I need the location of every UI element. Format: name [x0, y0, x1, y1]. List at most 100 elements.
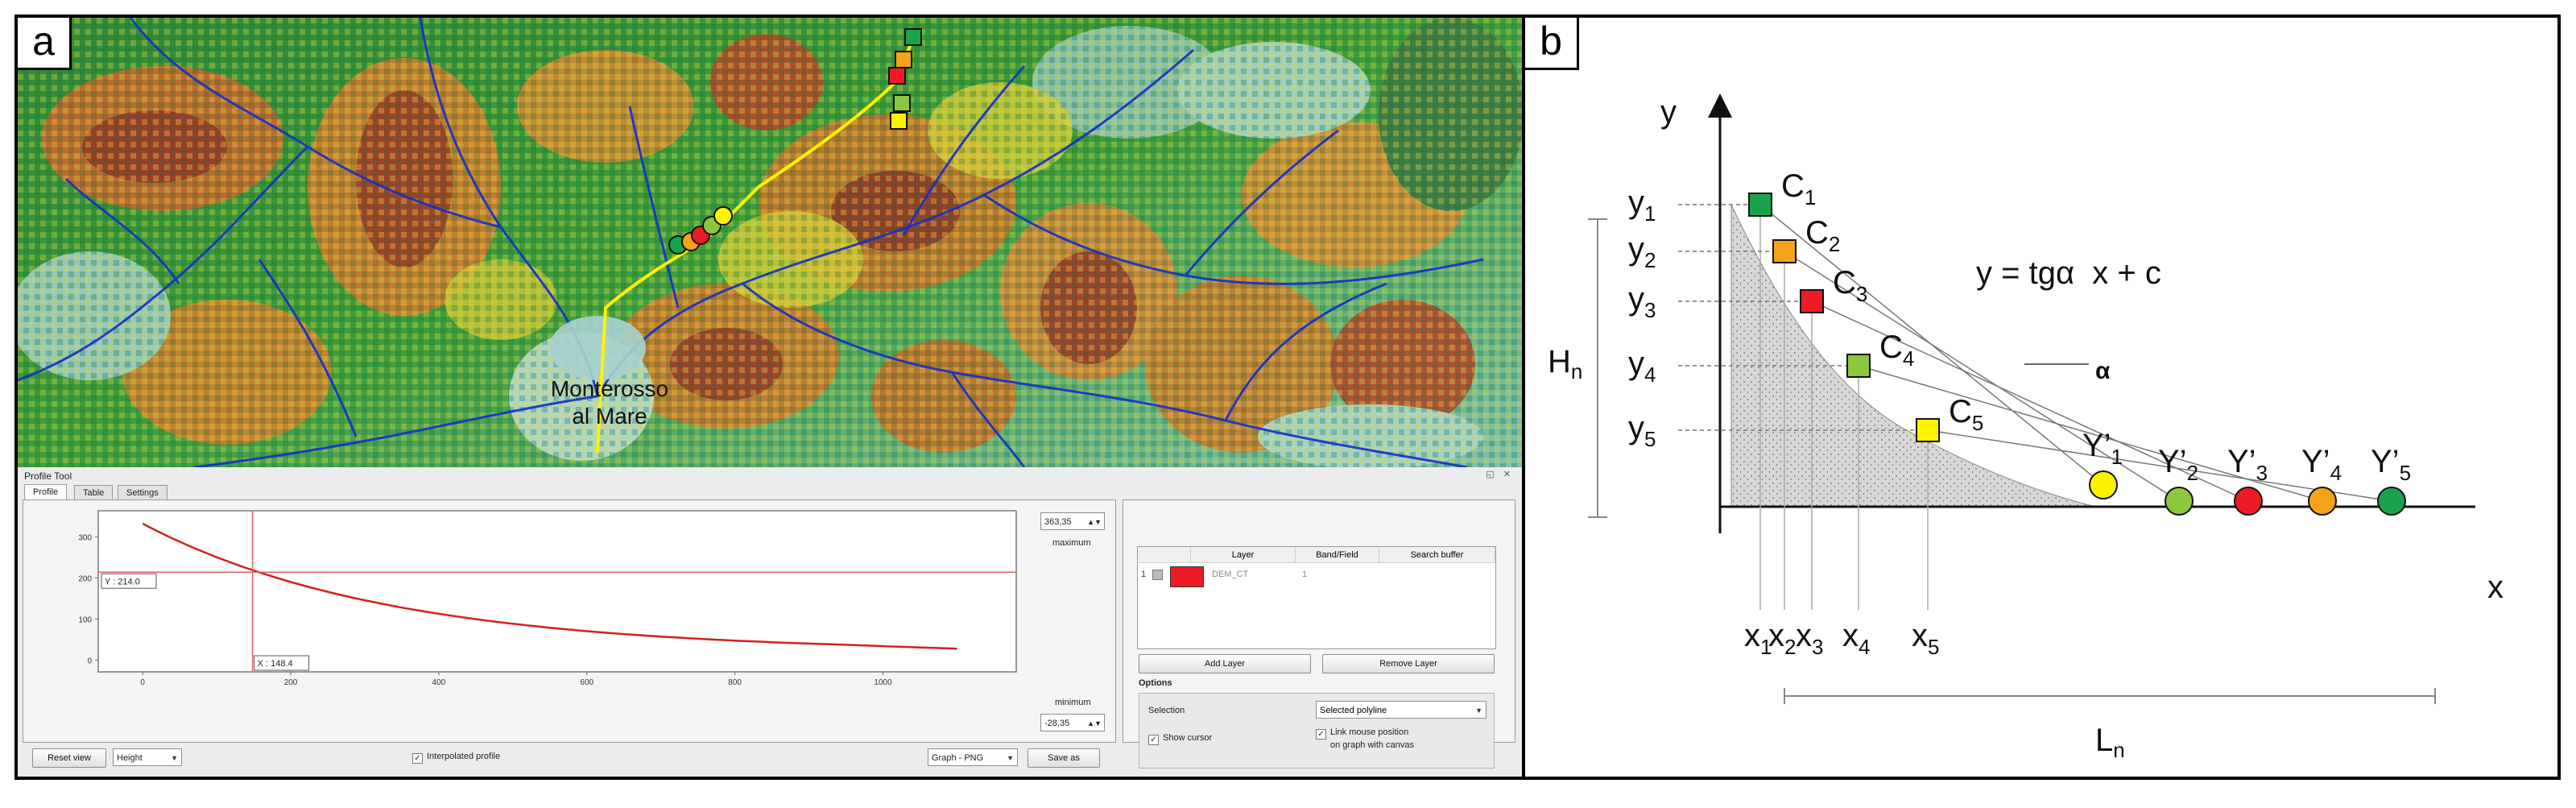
map-markers: [668, 28, 922, 255]
graph-x-ticks: 0 200 400 600 800 1000: [140, 672, 892, 687]
row-index: 1: [1141, 570, 1147, 579]
interpolated-profile-label: Interpolated profile: [427, 752, 501, 761]
terrain-map[interactable]: Monterosso al Mare: [18, 18, 1522, 467]
tab-settings[interactable]: Settings: [118, 485, 167, 500]
link-mouse-checkbox[interactable]: ✓ Link mouse position on graph with canvas: [1316, 727, 1414, 751]
x-label: x2: [1768, 618, 1796, 659]
source-marker-square: [895, 51, 912, 68]
y-min-value: -28,35: [1044, 719, 1070, 728]
height-combo-value: Height: [117, 753, 143, 763]
x-axis-label: x: [2487, 570, 2504, 605]
y-label: y3: [1628, 281, 1656, 322]
graph-format-combo[interactable]: Graph - PNG ▼: [928, 748, 1018, 766]
link-mouse-label-line1: Link mouse position: [1330, 727, 1409, 737]
travel-angle-line: [1784, 251, 2180, 502]
c-label: C5: [1949, 394, 1983, 435]
runout-marker-circle: [713, 206, 733, 226]
save-as-button[interactable]: Save as: [1028, 748, 1100, 768]
layers-table[interactable]: Layer Band/Field Search buffer 1 DEM_CT …: [1137, 546, 1496, 649]
equation-label: y = tgα x + c: [1976, 255, 2161, 291]
y-max-value: 363,35: [1044, 517, 1072, 527]
runout-point-circle: [2165, 487, 2194, 516]
layers-column-layer: Layer: [1191, 547, 1296, 563]
row-visibility-checkbox[interactable]: [1152, 570, 1163, 580]
y-min-caption: minimum: [1055, 698, 1091, 707]
add-layer-button[interactable]: Add Layer: [1139, 654, 1311, 673]
table-row[interactable]: 1 DEM_CT 1: [1138, 563, 1495, 587]
diagram-points: C1 y1 x1 C2 y2 x2 C3 y3 x3 C4 y4 x4 C5 y5 x5 Y’1 Y’2 Y’3 Y…: [1628, 168, 2411, 659]
x-label: x4: [1842, 618, 1870, 659]
y-prime-label: Y’1: [2082, 428, 2123, 469]
layers-table-header-blank: [1138, 547, 1191, 563]
cursor-y-label: Y : 214.0: [105, 577, 140, 586]
source-cell-square: [1800, 289, 1824, 313]
profile-tool-window: Profile Tool ◱ ✕ Profile Table Settings …: [18, 467, 1522, 777]
y-label: y1: [1628, 184, 1656, 226]
cursor-y-box: Y : 214.0: [101, 573, 157, 589]
graph-plot-area: [97, 510, 1017, 673]
x-tick-label: 400: [432, 678, 446, 687]
layer-name: DEM_CT: [1212, 570, 1249, 579]
show-cursor-checkbox[interactable]: ✓ Show cursor: [1148, 733, 1212, 745]
ln-label: Ln: [2095, 723, 2125, 762]
show-cursor-label: Show cursor: [1163, 733, 1213, 743]
y-tick-label: 0: [87, 657, 92, 666]
layers-column-buffer: Search buffer: [1379, 547, 1495, 563]
runout-point-circle: [2234, 487, 2263, 516]
y-label: y5: [1628, 410, 1656, 451]
panel-a-label: a: [18, 18, 72, 70]
town-area: [549, 316, 646, 380]
graph-format-value: Graph - PNG: [932, 753, 984, 763]
source-marker-square: [893, 94, 911, 112]
remove-layer-button[interactable]: Remove Layer: [1322, 654, 1495, 673]
layer-color-swatch[interactable]: [1170, 566, 1204, 587]
y-prime-label: Y’5: [2371, 444, 2411, 485]
x-tick-label: 1000: [874, 678, 892, 687]
slope-area: [1730, 204, 2096, 508]
cursor-x-box: X : 148.4: [254, 655, 310, 671]
hn-dimension: [1588, 218, 1607, 518]
checkbox-checked-icon: ✓: [1148, 735, 1159, 745]
y-tick-label: 300: [78, 533, 92, 542]
x-tick-label: 600: [580, 678, 593, 687]
runout-point-circle: [2308, 487, 2337, 516]
c-label: C4: [1879, 329, 1914, 371]
source-marker-square: [904, 28, 922, 46]
height-combo[interactable]: Height ▼: [113, 748, 182, 766]
runout-point-circle: [2377, 487, 2406, 516]
x-tick-label: 200: [284, 678, 298, 687]
tab-table[interactable]: Table: [74, 485, 114, 500]
layers-column-band: Band/Field: [1296, 547, 1379, 563]
selection-combo[interactable]: Selected polyline ▼: [1316, 701, 1486, 719]
elevation-profile-line: [142, 522, 957, 650]
source-cell-square: [1748, 193, 1772, 217]
ln-dimension: [1784, 688, 2436, 704]
selection-value: Selected polyline: [1320, 706, 1387, 715]
source-marker-square: [890, 112, 908, 130]
hn-label: Hn: [1548, 344, 1582, 383]
runout-point-circle: [2089, 470, 2118, 499]
y-prime-label: Y’2: [2158, 444, 2198, 485]
source-cell-square: [1916, 418, 1940, 442]
x-label: x1: [1744, 618, 1772, 659]
chevron-down-icon: ▼: [1007, 754, 1014, 762]
tab-profile[interactable]: Profile: [24, 484, 68, 501]
y-tick-label: 200: [78, 574, 92, 583]
alpha-label: α: [2095, 358, 2111, 384]
window-controls[interactable]: ◱ ✕: [1486, 470, 1514, 479]
chevron-down-icon: ▼: [1475, 706, 1482, 715]
reset-view-button[interactable]: Reset view: [32, 748, 106, 768]
town-label-line2: al Mare: [572, 404, 647, 429]
x-label: x3: [1796, 618, 1823, 659]
y-max-spinbox[interactable]: 363,35 ▲▼: [1040, 512, 1105, 530]
y-max-caption: maximum: [1052, 538, 1091, 548]
y-min-spinbox[interactable]: -28,35 ▲▼: [1040, 714, 1105, 731]
c-label: C2: [1805, 215, 1840, 256]
y-prime-label: Y’4: [2301, 444, 2342, 485]
interpolated-profile-checkbox[interactable]: ✓ Interpolated profile: [412, 752, 500, 764]
c-label: C3: [1833, 265, 1867, 306]
checkbox-checked-icon: ✓: [412, 753, 423, 764]
options-title: Options: [1139, 678, 1172, 688]
town-label-line1: Monterosso: [551, 376, 668, 401]
